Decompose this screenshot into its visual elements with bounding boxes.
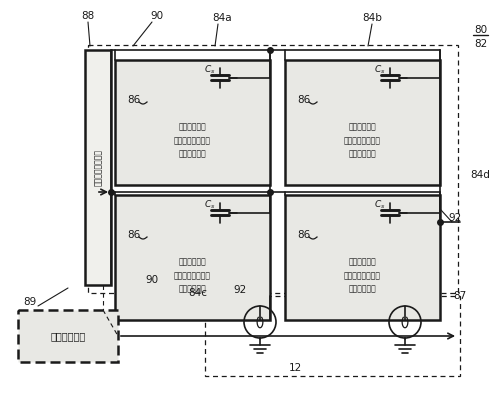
Bar <box>285 195 440 320</box>
Text: ゲート・ドライバ: ゲート・ドライバ <box>94 149 102 186</box>
Text: 84d: 84d <box>470 170 490 180</box>
Text: コントローラ: コントローラ <box>50 331 86 341</box>
Text: 12: 12 <box>288 363 301 373</box>
Text: 電流バイアス
電圧プログラム型
ピクセル回路: 電流バイアス 電圧プログラム型 ピクセル回路 <box>174 123 211 158</box>
Bar <box>88 45 458 293</box>
Text: 90: 90 <box>150 11 164 21</box>
Text: $C_s$: $C_s$ <box>374 64 386 76</box>
Bar <box>18 310 118 362</box>
Text: 87: 87 <box>454 291 467 301</box>
Text: 電流バイアス
電圧プログラム型
ピクセル回路: 電流バイアス 電圧プログラム型 ピクセル回路 <box>174 258 211 293</box>
Text: 92: 92 <box>233 285 246 295</box>
Text: 88: 88 <box>81 11 95 21</box>
Text: 90: 90 <box>146 275 159 285</box>
Text: 82: 82 <box>474 39 487 49</box>
Text: 80: 80 <box>474 25 487 35</box>
Text: $C_s$: $C_s$ <box>204 64 216 76</box>
Text: 電流バイアス
電圧プログラム型
ピクセル回路: 電流バイアス 電圧プログラム型 ピクセル回路 <box>344 258 381 293</box>
Text: 電流バイアス
電圧プログラム型
ピクセル回路: 電流バイアス 電圧プログラム型 ピクセル回路 <box>344 123 381 158</box>
Text: 86: 86 <box>297 95 310 105</box>
Bar <box>115 60 270 185</box>
Text: 86: 86 <box>127 95 140 105</box>
Text: $C_s$: $C_s$ <box>204 199 216 211</box>
Text: 89: 89 <box>23 297 37 307</box>
Bar <box>115 195 270 320</box>
Text: 86: 86 <box>297 230 310 240</box>
Text: 92: 92 <box>449 213 462 223</box>
Bar <box>85 50 111 285</box>
Bar <box>205 296 460 376</box>
Bar <box>285 60 440 185</box>
Text: 86: 86 <box>127 230 140 240</box>
Text: 84b: 84b <box>362 13 382 23</box>
Text: 84c: 84c <box>188 288 208 298</box>
Text: $C_s$: $C_s$ <box>374 199 386 211</box>
Text: 84a: 84a <box>212 13 232 23</box>
